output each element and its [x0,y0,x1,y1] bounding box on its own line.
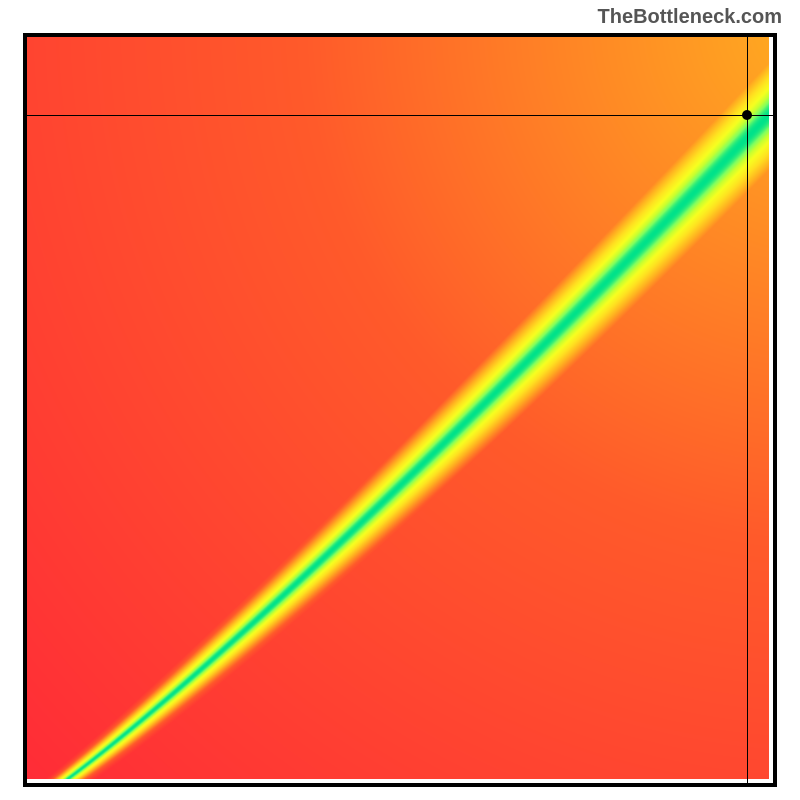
heatmap-plot [23,33,777,787]
crosshair-marker [742,110,752,120]
crosshair-horizontal [27,115,773,116]
crosshair-vertical [747,37,748,783]
watermark-text: TheBottleneck.com [598,6,782,29]
heatmap-canvas [23,33,769,779]
